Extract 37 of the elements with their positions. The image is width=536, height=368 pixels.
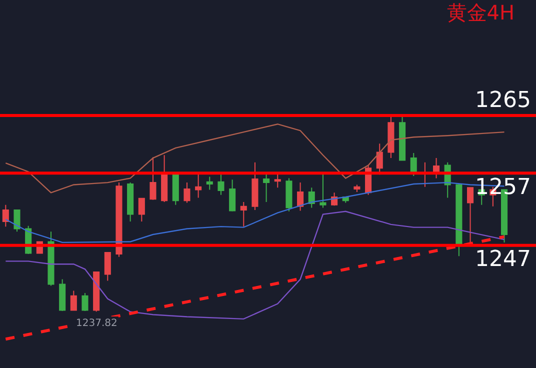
candlestick	[399, 114, 406, 161]
candlestick	[274, 172, 281, 188]
candlestick	[263, 172, 270, 203]
ref-line-label: 1257	[475, 175, 531, 200]
candlestick	[195, 172, 202, 198]
candlestick	[150, 156, 156, 200]
candlestick	[229, 179, 236, 212]
chart-title: 黄金4H	[446, 0, 515, 25]
candlestick	[172, 173, 179, 206]
ref-line-label: 1247	[475, 247, 531, 272]
candlestick	[433, 158, 440, 179]
candlestick	[456, 184, 462, 257]
candlestick	[297, 182, 304, 212]
candlestick	[82, 292, 88, 312]
candlestick	[138, 198, 145, 222]
candlestick	[59, 278, 66, 312]
candlestick	[48, 231, 54, 286]
candlestick	[127, 182, 134, 222]
candlestick	[286, 178, 292, 212]
candlestick	[218, 174, 224, 196]
candlestick	[70, 290, 77, 311]
candlestick	[104, 252, 111, 282]
candlestick	[252, 162, 258, 210]
candlestick	[116, 182, 122, 258]
candlestick	[388, 114, 394, 159]
candlestick	[93, 272, 100, 312]
candlestick	[14, 209, 20, 232]
candlestick	[2, 204, 9, 228]
candlestick	[240, 202, 247, 228]
candlestick	[161, 154, 168, 203]
candlestick	[308, 187, 315, 208]
candlestick	[206, 176, 213, 190]
candlestick	[320, 172, 326, 208]
candlestick	[354, 184, 360, 192]
ref-line-label: 1265	[475, 88, 531, 113]
annotation: 1237.82	[76, 318, 118, 329]
candlestick	[184, 182, 190, 204]
